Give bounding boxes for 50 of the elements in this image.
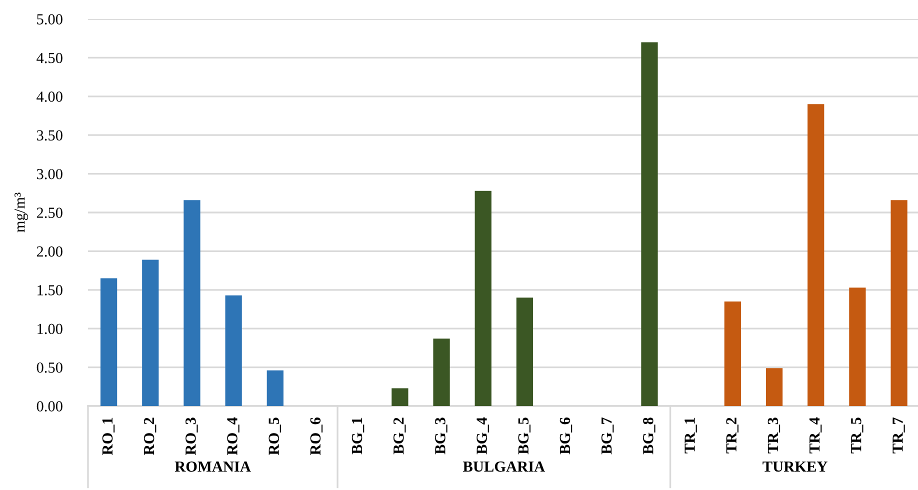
- y-tick-label: 3.50: [36, 130, 62, 141]
- bar: [890, 200, 908, 406]
- x-tick-label: RO_3: [186, 418, 198, 456]
- bar: [100, 278, 118, 406]
- x-tick-label: BG_2: [393, 418, 406, 454]
- y-tick-label: 2.00: [36, 246, 62, 257]
- bar: [474, 190, 492, 406]
- x-tick-label: BG_7: [601, 417, 614, 454]
- x-tick-label: TR_5: [851, 418, 864, 454]
- y-tick-label: 2.50: [36, 208, 62, 218]
- bar: [184, 200, 200, 406]
- bar: [724, 302, 741, 406]
- x-tick-label: RO_2: [144, 418, 156, 456]
- text: ROMANIA: [174, 461, 251, 472]
- x-tick-label: BG_1: [352, 418, 364, 454]
- bar: [392, 388, 408, 406]
- bar: [433, 338, 450, 406]
- x-tick-label: TR_3: [768, 418, 780, 454]
- x-tick-label: BG_3: [435, 418, 448, 454]
- bar: [766, 368, 783, 406]
- bar: [849, 288, 866, 406]
- x-tick-label: TR_4: [809, 417, 822, 454]
- y-tick-label: 5.00: [37, 14, 62, 25]
- y-tick-label: 1.50: [38, 285, 62, 296]
- x-tick-label: BG_6: [560, 418, 572, 454]
- x-tick-label: TR_2: [726, 418, 738, 454]
- x-tick-label: RO_5: [268, 418, 281, 456]
- x-tick-label: RO_1: [102, 418, 115, 456]
- x-tick-label: RO_4: [227, 417, 240, 456]
- y-axis-title: mg/m³: [14, 192, 28, 232]
- y-tick-label: 1.00: [38, 324, 62, 334]
- x-tick-label: TR_1: [684, 418, 697, 454]
- text: BULGARIA: [463, 461, 545, 472]
- bar: [641, 42, 658, 406]
- bar: [516, 298, 534, 406]
- y-tick-label: 0.00: [36, 401, 62, 412]
- y-tick-label: 0.50: [36, 362, 62, 373]
- x-tick-label: BG_8: [643, 418, 656, 454]
- x-tick-label: RO_6: [310, 418, 323, 456]
- bar: [808, 104, 824, 406]
- y-tick-label: 4.00: [36, 92, 62, 102]
- x-tick-label: BG_5: [518, 418, 531, 454]
- x-tick-label: TR_7: [892, 417, 905, 454]
- y-tick-label: 4.50: [36, 52, 62, 64]
- x-tick-label: BG_4: [476, 417, 489, 454]
- bar: [142, 260, 159, 406]
- bar: [266, 370, 284, 406]
- bar: [225, 295, 242, 406]
- y-tick-label: 3.00: [36, 168, 62, 180]
- text: TURKEY: [762, 462, 828, 472]
